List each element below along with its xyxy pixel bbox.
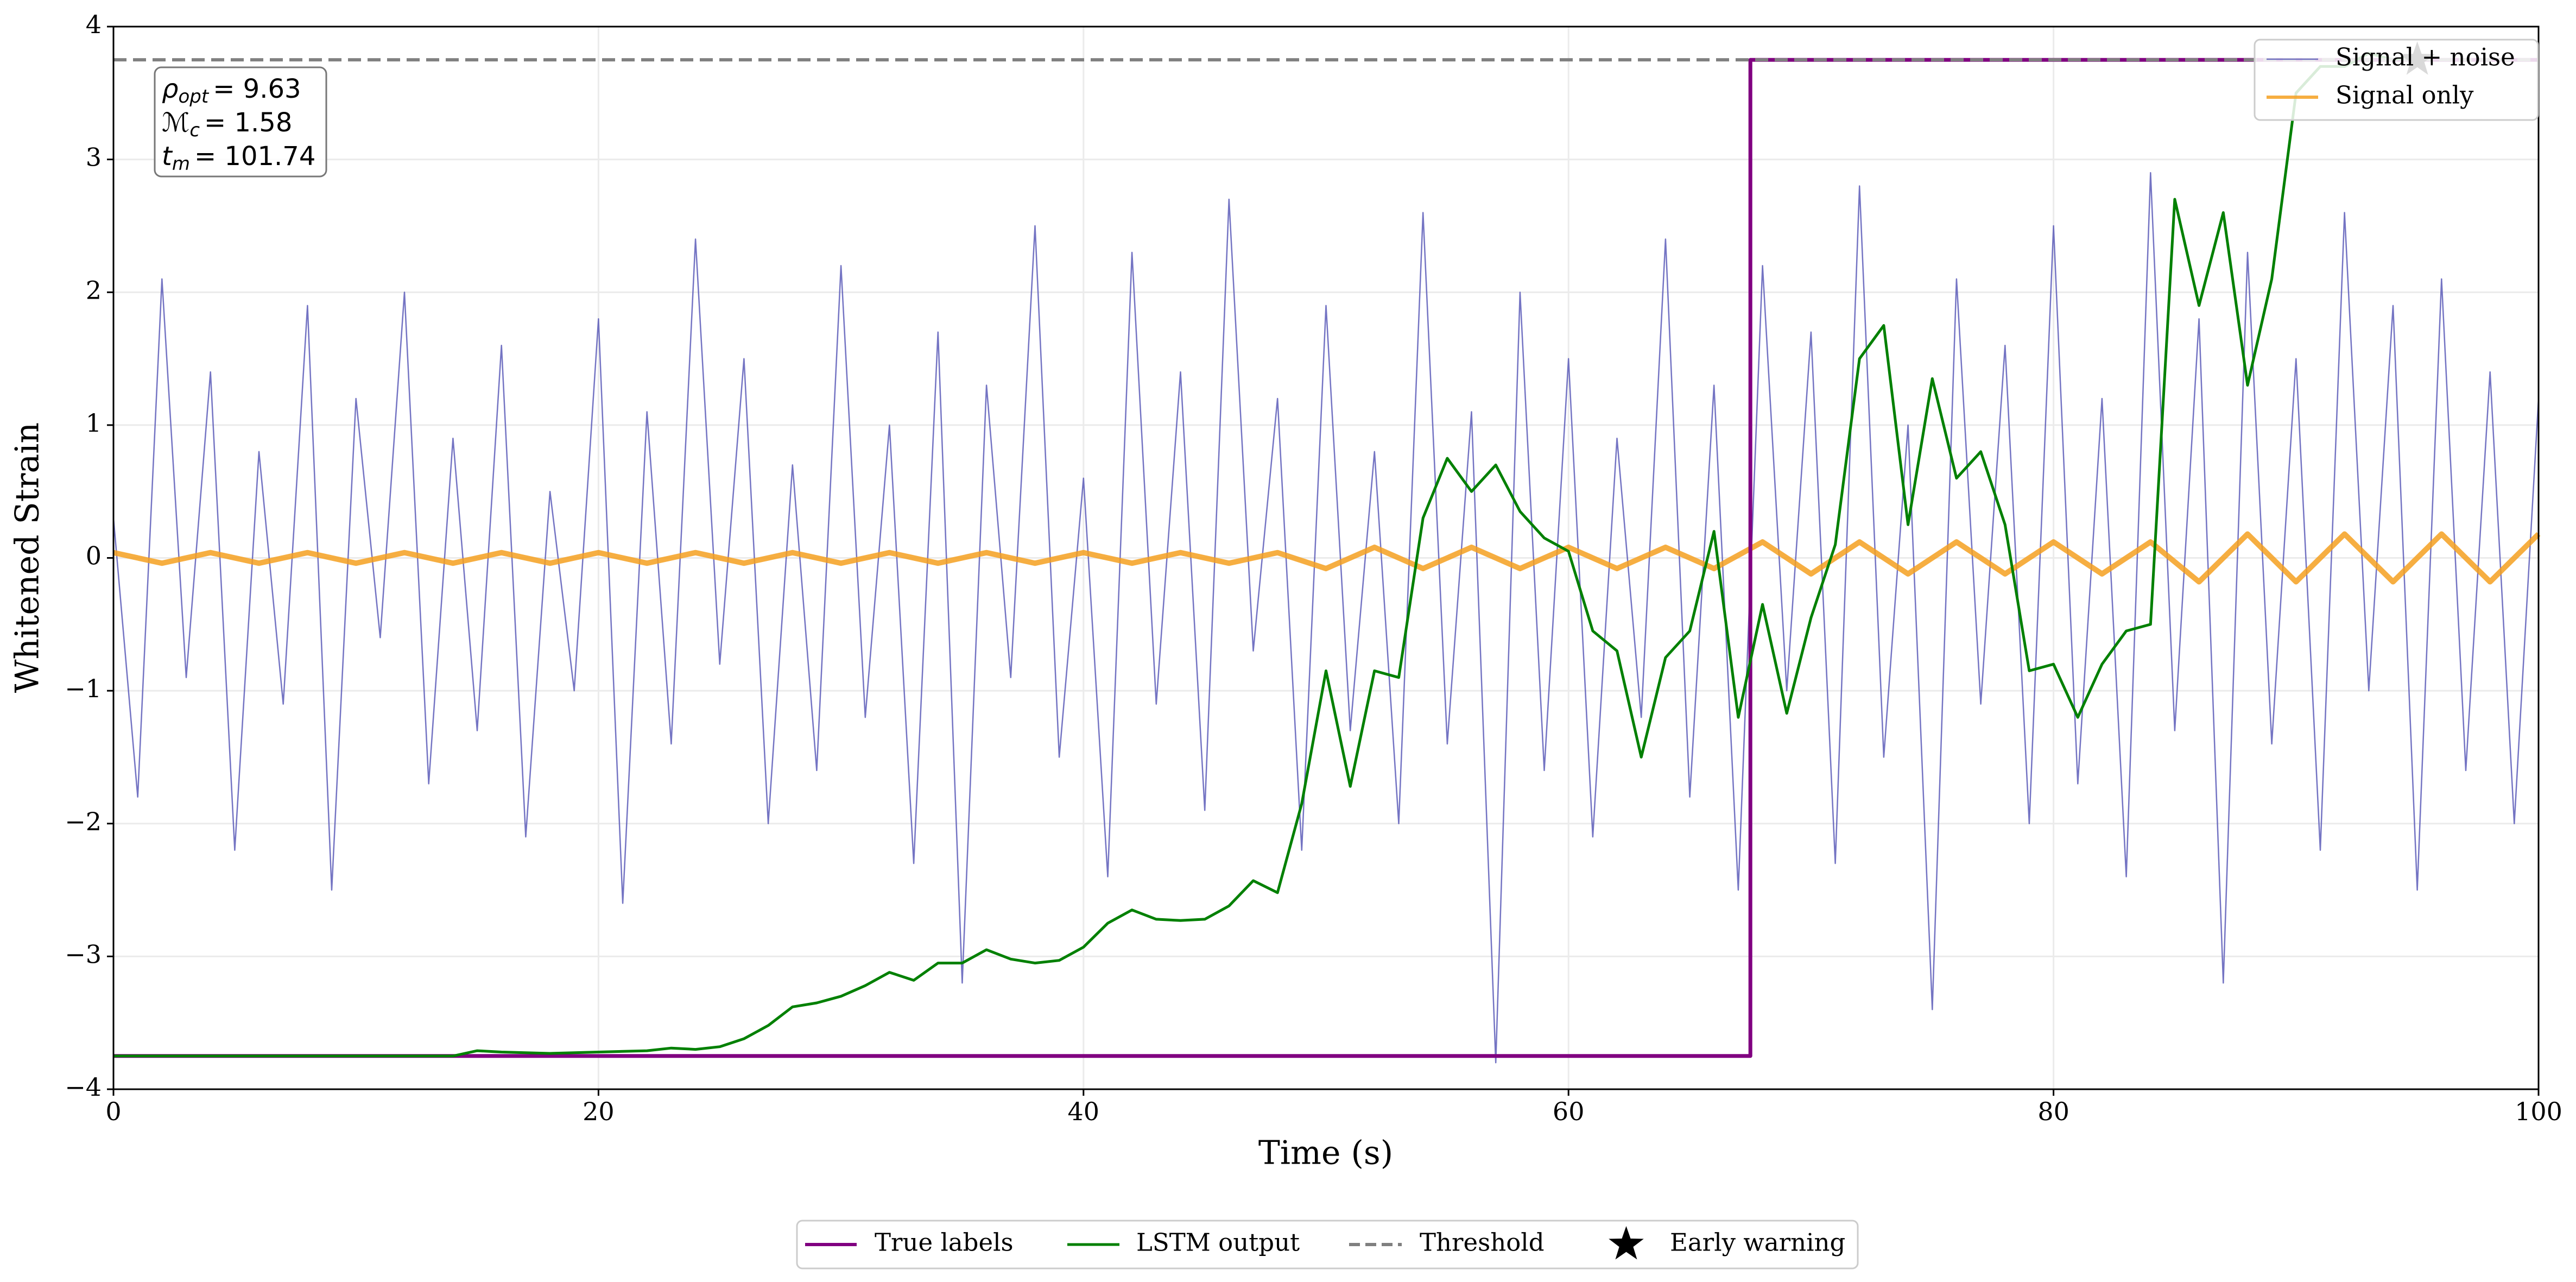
y-tick-label: 0 [86, 541, 102, 571]
annotation-subscript: c [189, 119, 200, 141]
y-tick-label: 2 [86, 275, 102, 305]
x-tick-label: 80 [2037, 1097, 2069, 1126]
annotation-text: tm = 101.74 [162, 141, 315, 175]
y-tick-label: 4 [86, 10, 102, 39]
legend-marker [1609, 1226, 1644, 1260]
x-tick-label: 0 [105, 1097, 121, 1126]
x-tick-label: 60 [1553, 1097, 1585, 1126]
plot-area [112, 41, 2541, 1064]
legend-box [2254, 39, 2539, 121]
legend-label: True labels [875, 1228, 1014, 1257]
x-tick-label: 40 [1068, 1097, 1100, 1126]
series-line [113, 58, 2539, 1058]
legend-label: Signal only [2336, 81, 2474, 110]
annotation-symbol: t [162, 141, 173, 172]
annotation-value: = 1.58 [204, 108, 292, 138]
y-tick-label: −2 [65, 807, 102, 836]
legend-label: LSTM output [1136, 1228, 1300, 1257]
annotation-value: = 101.74 [194, 141, 315, 172]
legend-label: Signal + noise [2336, 43, 2515, 72]
legend-box [796, 1220, 1859, 1270]
series-line [112, 531, 2541, 585]
annotation-text: ℳc = 1.58 [162, 108, 292, 141]
annotation-subscript: opt [178, 86, 209, 108]
annotation-box [154, 66, 327, 178]
annotation-symbol: ρ [162, 74, 178, 104]
legend-label: Threshold [1420, 1228, 1545, 1257]
x-tick-label: 20 [583, 1097, 615, 1126]
annotation-value: = 9.63 [213, 74, 301, 104]
annotation-symbol: ℳ [162, 108, 189, 138]
y-tick-label: −3 [65, 939, 102, 969]
y-axis-label: Whitened Strain [9, 422, 47, 693]
y-tick-label: −4 [65, 1072, 102, 1102]
series-line [112, 172, 2540, 1064]
legend-label: Early warning [1670, 1228, 1845, 1257]
plot-frame [112, 26, 2540, 1090]
series-line [113, 52, 2418, 1058]
x-tick-label: 100 [2515, 1097, 2562, 1126]
y-tick-label: 3 [86, 143, 102, 172]
y-tick-label: 1 [86, 408, 102, 438]
annotation-text: ρopt = 9.63 [162, 74, 301, 108]
y-tick-label: −1 [65, 674, 102, 703]
x-axis-label: Time (s) [1258, 1134, 1393, 1172]
annotation-subscript: m [172, 153, 190, 175]
